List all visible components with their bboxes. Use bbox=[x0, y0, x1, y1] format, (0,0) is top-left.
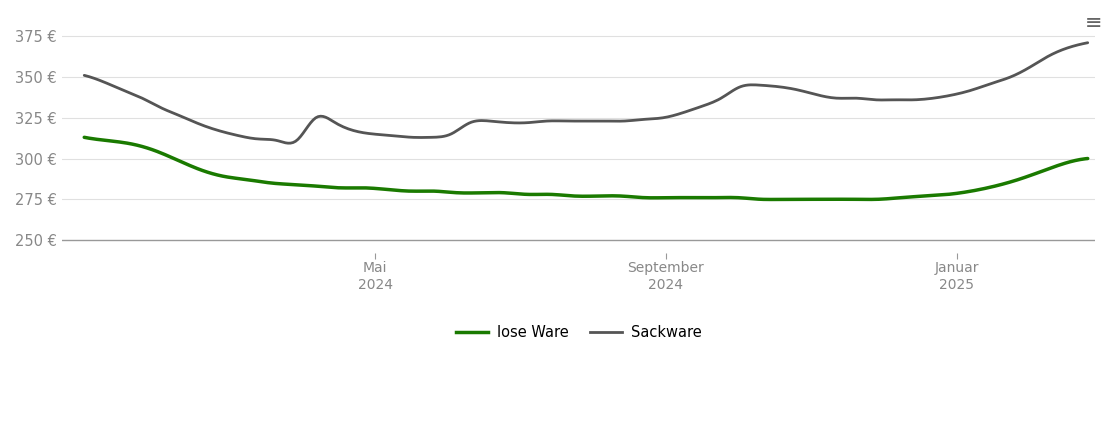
Text: ≡: ≡ bbox=[1084, 13, 1102, 33]
Legend: lose Ware, Sackware: lose Ware, Sackware bbox=[450, 319, 707, 346]
